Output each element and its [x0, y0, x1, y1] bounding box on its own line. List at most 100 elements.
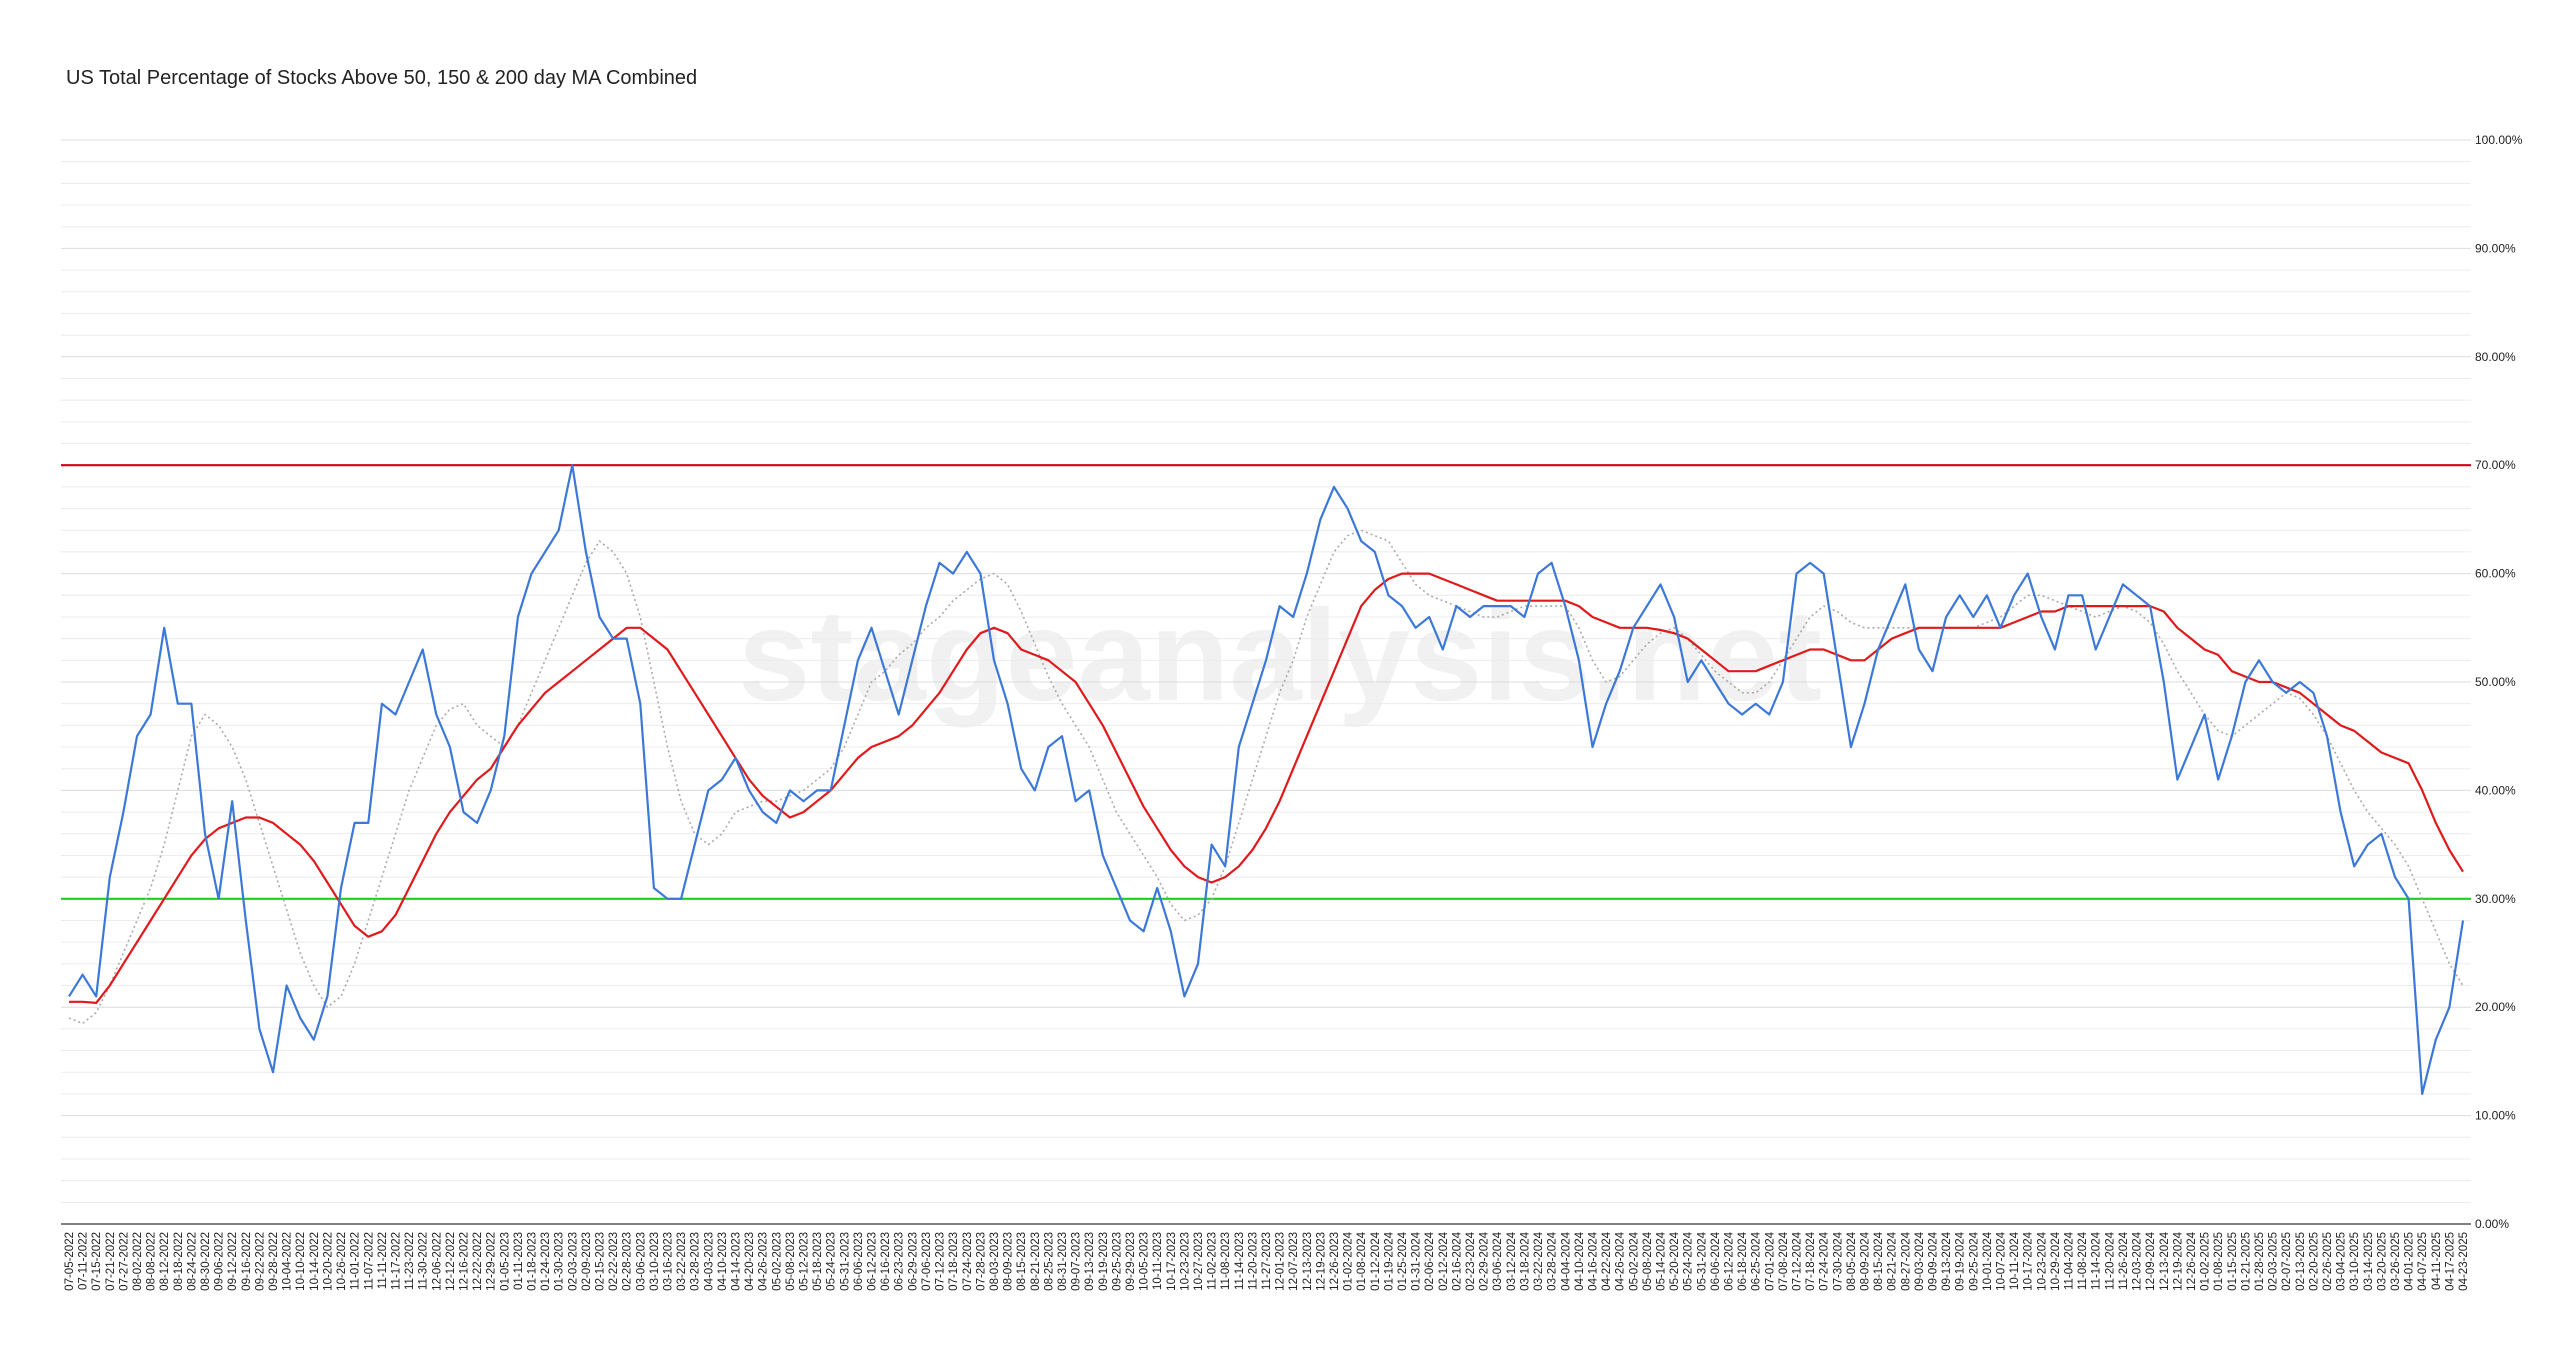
chart-title: US Total Percentage of Stocks Above 50, …: [66, 67, 697, 89]
y-tick-label: 60.00%: [2475, 567, 2516, 581]
x-tick-label: 07-08-2024: [1778, 1231, 1790, 1290]
x-tick-label: 07-01-2024: [1764, 1231, 1776, 1290]
x-tick-label: 06-25-2024: [1751, 1231, 1763, 1290]
x-tick-label: 11-08-2023: [1220, 1232, 1232, 1290]
x-tick-label: 06-12-2023: [867, 1232, 879, 1291]
x-tick-label: 12-01-2023: [1275, 1232, 1287, 1291]
y-tick-label: 50.00%: [2475, 675, 2516, 689]
x-tick-label: 03-26-2025: [2390, 1232, 2402, 1291]
x-tick-label: 12-26-2023: [1329, 1232, 1341, 1291]
x-tick-label: 08-31-2023: [1057, 1232, 1069, 1291]
x-tick-label: 11-11-2022: [377, 1232, 389, 1289]
x-tick-label: 11-26-2024: [2118, 1231, 2130, 1290]
x-tick-label: 08-27-2024: [1900, 1231, 1912, 1290]
x-tick-label: 07-05-2022: [64, 1232, 76, 1291]
x-tick-label: 01-11-2023: [513, 1232, 525, 1290]
x-tick-label: 09-19-2023: [1098, 1232, 1110, 1291]
x-tick-label: 05-08-2023: [785, 1232, 797, 1291]
x-tick-label: 08-05-2024: [1846, 1231, 1858, 1290]
x-tick-label: 05-12-2023: [799, 1232, 811, 1291]
x-tick-label: 04-04-2024: [1560, 1231, 1572, 1290]
x-tick-label: 10-14-2022: [309, 1232, 321, 1291]
x-tick-label: 12-13-2024: [2159, 1231, 2171, 1290]
x-tick-label: 09-06-2022: [214, 1232, 226, 1291]
x-tick-label: 02-03-2025: [2268, 1232, 2280, 1291]
x-tick-label: 07-18-2023: [948, 1232, 960, 1291]
x-tick-label: 01-21-2025: [2240, 1232, 2252, 1291]
x-tick-label: 09-29-2023: [1125, 1232, 1137, 1291]
x-tick-label: 02-12-2024: [1438, 1231, 1450, 1290]
x-tick-label: 10-01-2024: [1982, 1231, 1994, 1290]
y-tick-label: 40.00%: [2475, 783, 2516, 797]
x-tick-label: 05-02-2023: [771, 1232, 783, 1291]
x-tick-label: 04-11-2025: [2431, 1232, 2443, 1290]
x-tick-label: 02-06-2024: [1424, 1231, 1436, 1290]
x-tick-label: 08-15-2023: [1016, 1232, 1028, 1291]
x-tick-label: 08-03-2023: [989, 1232, 1001, 1291]
x-tick-label: 03-20-2025: [2376, 1232, 2388, 1291]
x-tick-label: 02-15-2023: [594, 1232, 606, 1291]
y-tick-label: 80.00%: [2475, 350, 2516, 364]
x-tick-label: 07-28-2023: [975, 1232, 987, 1291]
x-tick-label: 02-26-2025: [2322, 1232, 2334, 1291]
x-tick-label: 07-06-2023: [921, 1232, 933, 1291]
x-tick-label: 09-12-2022: [227, 1232, 239, 1291]
x-tick-label: 07-11-2022: [78, 1232, 90, 1290]
x-tick-label: 02-03-2023: [567, 1232, 579, 1291]
x-tick-label: 08-08-2022: [146, 1232, 158, 1291]
x-tick-label: 07-18-2024: [1805, 1231, 1817, 1290]
x-tick-label: 02-09-2023: [581, 1232, 593, 1291]
x-tick-label: 05-14-2024: [1655, 1231, 1667, 1290]
x-tick-label: 03-22-2023: [676, 1232, 688, 1291]
x-tick-label: 01-12-2024: [1370, 1231, 1382, 1290]
y-tick-label: 0.00%: [2475, 1217, 2509, 1231]
x-tick-label: 02-13-2025: [2295, 1232, 2307, 1291]
x-tick-label: 11-17-2022: [390, 1232, 402, 1290]
x-tick-label: 04-17-2025: [2444, 1232, 2456, 1291]
x-tick-label: 10-11-2023: [1152, 1232, 1164, 1290]
x-tick-label: 09-13-2024: [1941, 1231, 1953, 1290]
x-tick-label: 10-04-2022: [282, 1232, 294, 1291]
x-tick-label: 08-12-2022: [159, 1232, 171, 1291]
x-tick-label: 06-29-2023: [907, 1232, 919, 1291]
x-tick-label: 05-18-2023: [812, 1232, 824, 1291]
x-tick-label: 11-14-2023: [1234, 1232, 1246, 1290]
x-tick-label: 04-22-2024: [1601, 1231, 1613, 1290]
x-tick-label: 08-09-2024: [1860, 1231, 1872, 1290]
x-tick-label: 12-19-2023: [1315, 1232, 1327, 1291]
x-tick-label: 12-29-2022: [486, 1232, 498, 1291]
x-tick-label: 09-16-2022: [241, 1232, 253, 1291]
y-tick-label: 70.00%: [2475, 458, 2516, 472]
x-tick-label: 06-16-2023: [880, 1232, 892, 1291]
x-tick-label: 12-16-2022: [458, 1232, 470, 1291]
x-tick-label: 01-15-2025: [2227, 1232, 2239, 1291]
x-tick-label: 07-24-2024: [1819, 1231, 1831, 1290]
x-tick-label: 09-09-2024: [1928, 1231, 1940, 1290]
series-line: [69, 572, 2464, 1004]
x-tick-label: 12-12-2022: [445, 1232, 457, 1291]
x-tick-label: 03-28-2023: [690, 1232, 702, 1291]
x-tick-label: 11-02-2023: [1207, 1232, 1219, 1290]
x-tick-label: 05-20-2024: [1669, 1231, 1681, 1290]
x-tick-label: 12-22-2022: [472, 1232, 484, 1291]
x-tick-label: 01-24-2023: [540, 1232, 552, 1291]
x-tick-label: 06-23-2023: [894, 1232, 906, 1291]
x-tick-label: 02-07-2025: [2281, 1232, 2293, 1291]
x-tick-label: 08-18-2022: [173, 1232, 185, 1291]
x-tick-label: 11-20-2024: [2104, 1231, 2116, 1290]
x-tick-label: 03-18-2024: [1519, 1231, 1531, 1290]
x-tick-label: 12-03-2024: [2132, 1231, 2144, 1290]
x-tick-label: 01-31-2024: [1411, 1231, 1423, 1290]
x-tick-label: 02-20-2025: [2308, 1232, 2320, 1291]
x-tick-label: 10-17-2023: [1166, 1232, 1178, 1291]
x-tick-label: 10-27-2023: [1193, 1232, 1205, 1291]
x-tick-label: 01-28-2025: [2254, 1232, 2266, 1291]
x-tick-label: 07-24-2023: [962, 1232, 974, 1291]
x-tick-label: 10-23-2023: [1179, 1232, 1191, 1291]
x-tick-label: 12-13-2023: [1302, 1232, 1314, 1291]
x-tick-label: 03-28-2024: [1547, 1231, 1559, 1290]
x-tick-label: 11-01-2022: [350, 1232, 362, 1290]
x-tick-label: 01-19-2024: [1383, 1231, 1395, 1290]
x-tick-label: 12-26-2024: [2186, 1231, 2198, 1290]
